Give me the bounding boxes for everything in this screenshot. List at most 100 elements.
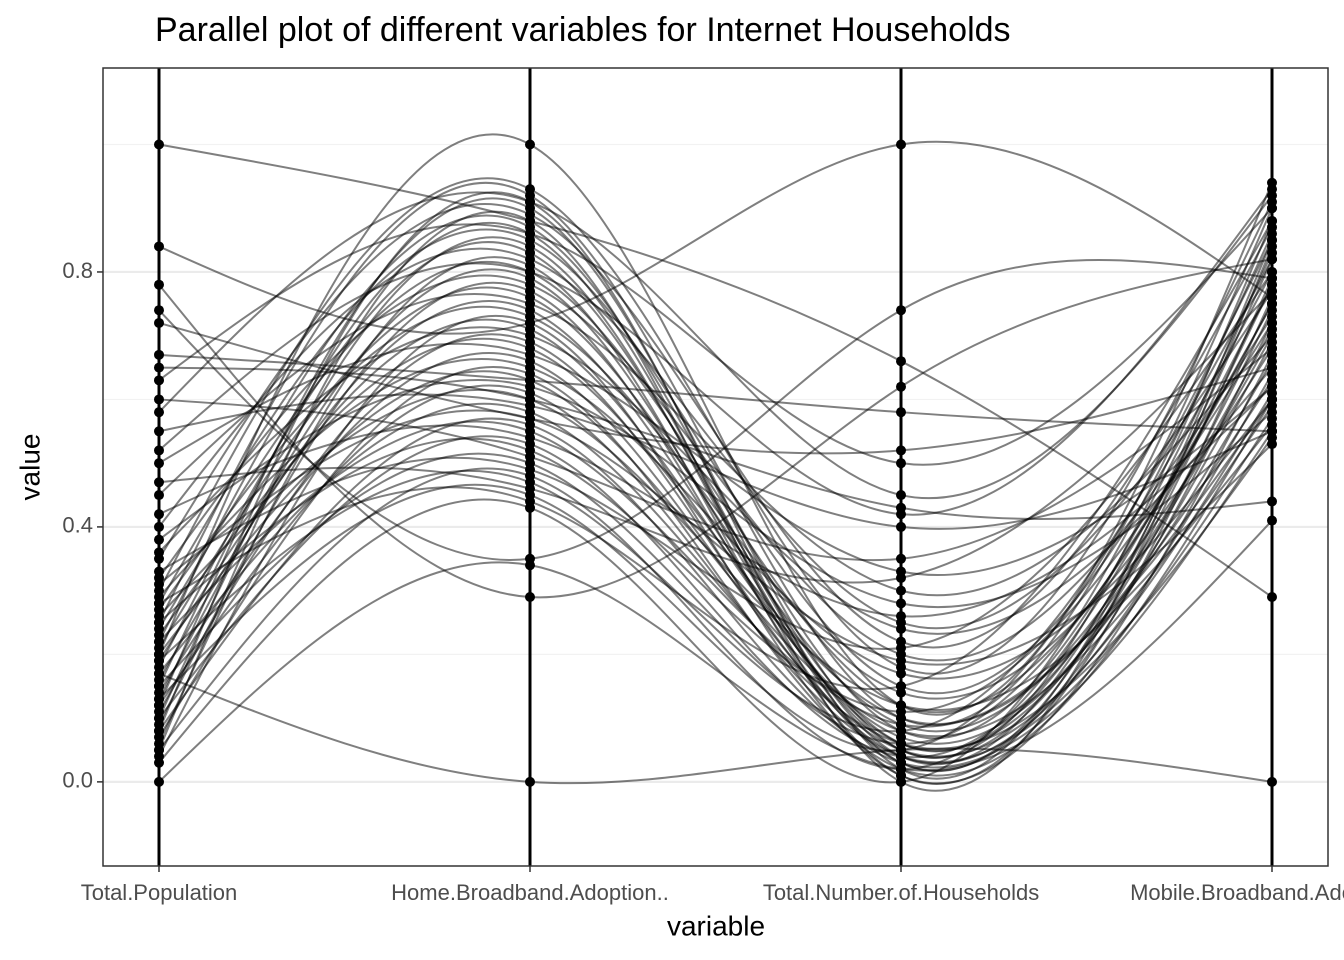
series-line [158,322,1273,713]
point [525,560,535,571]
series-line [158,385,1273,618]
point [896,744,906,755]
point [1267,254,1277,265]
series-line [158,293,1273,597]
point [1267,426,1277,437]
series-line [158,303,1273,745]
point [154,776,164,787]
x-axis-title: variable [667,910,765,941]
y-tick-label: 0.0 [62,768,93,793]
point [154,534,164,545]
x-tick-label: Total.Population [81,880,238,905]
point [1267,776,1277,787]
point [154,617,164,628]
point [896,668,906,679]
series-line [158,519,1273,783]
series-line [158,202,1273,649]
series-line [158,274,1273,662]
point [154,668,164,679]
series-line [158,207,1273,466]
point [154,566,164,577]
point [154,426,164,437]
point [896,681,906,692]
series-line [158,378,1273,609]
series-line [158,290,1273,584]
point [154,139,164,150]
point [896,490,906,501]
point [154,655,164,666]
point [896,356,906,367]
point [1267,184,1277,195]
point [1267,330,1277,341]
point [1267,496,1277,507]
series-line [158,247,1273,630]
point [896,521,906,532]
series-line [158,326,1273,635]
series-line [158,672,1273,785]
point [1267,343,1277,354]
y-tick-label: 0.8 [62,258,93,283]
series-line [158,370,1273,738]
point [525,196,535,207]
point [1267,298,1277,309]
series-line [158,228,1273,695]
point [896,764,906,775]
x-tick-label: Home.Broadband.Adoption.. [391,880,669,905]
x-tick-label: Total.Number.of.Households [763,880,1039,905]
point [896,139,906,150]
point [154,725,164,736]
point [896,509,906,520]
point [154,694,164,705]
point [154,757,164,768]
point [896,623,906,634]
point [896,572,906,583]
point [525,592,535,603]
point [896,611,906,622]
series-line [158,143,1273,598]
series-line [158,256,1273,785]
lines [158,133,1273,792]
point [1267,228,1277,239]
point [896,305,906,316]
point [1267,266,1277,277]
point [1267,203,1277,214]
point [896,381,906,392]
point [896,445,906,456]
point [525,228,535,239]
series-line [158,402,1273,750]
point [154,509,164,520]
point [154,394,164,405]
point [1267,439,1277,450]
point [154,547,164,558]
y-axis-title: value [14,434,45,501]
point [896,598,906,609]
point [154,681,164,692]
point [154,279,164,290]
point [1267,394,1277,405]
point [154,477,164,488]
point [525,502,535,513]
point [154,305,164,316]
series-line [158,188,1273,516]
chart-title: Parallel plot of different variables for… [155,11,1011,49]
point [154,445,164,456]
point [1267,381,1277,392]
point [154,317,164,328]
point [896,585,906,596]
point [154,636,164,647]
points [154,139,1277,787]
series-line [158,384,1273,764]
point [154,349,164,360]
series-line [158,239,1273,752]
series-line [158,335,1273,759]
point [154,375,164,386]
point [1267,215,1277,226]
point [896,553,906,564]
point [525,139,535,150]
point [896,655,906,666]
series-line [158,347,1273,562]
point [154,744,164,755]
point [896,725,906,736]
point [1267,592,1277,603]
point [1267,286,1277,297]
